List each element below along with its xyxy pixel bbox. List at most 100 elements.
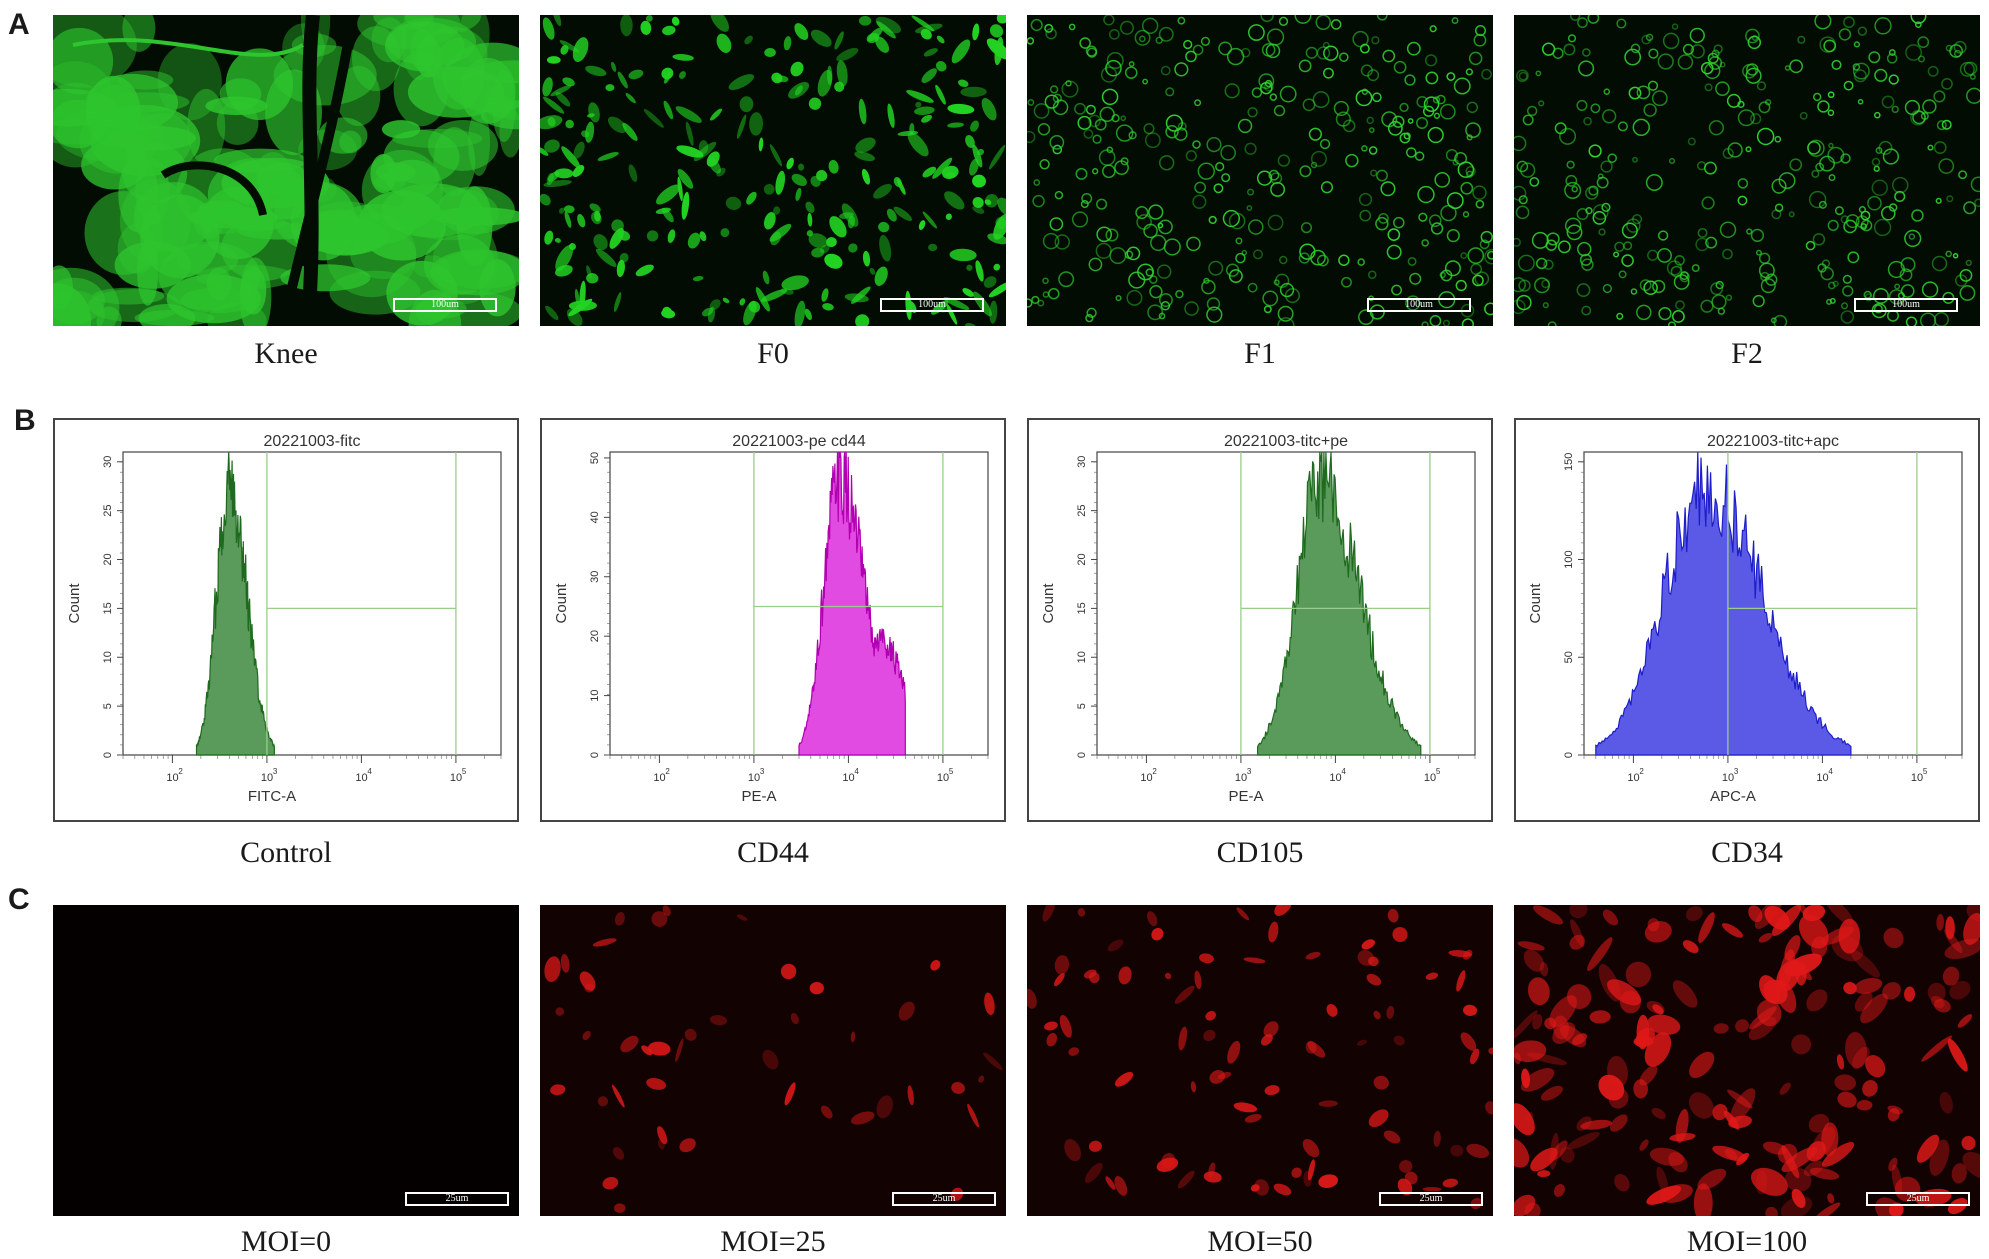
x-tick-exponent: 3 [1734,767,1739,776]
plot-title: 20221003-titc+apc [1707,433,1839,450]
x-tick-exponent: 2 [1639,767,1644,776]
plot-caption: Control [240,836,332,869]
histogram-series [195,451,275,756]
x-tick-exponent: 3 [760,767,765,776]
x-tick-label: 10 [450,772,462,784]
y-axis-label: Count [1527,583,1544,624]
y-tick-label: 5 [1076,703,1088,709]
panel-letter-c: C [8,883,30,916]
y-tick-label: 50 [1563,651,1575,663]
y-tick-label: 25 [102,505,114,517]
plot-area [609,451,989,756]
x-tick-label: 10 [1627,772,1639,784]
x-tick-exponent: 2 [665,767,670,776]
y-tick-label: 30 [1076,456,1088,468]
histogram-series [798,451,906,756]
image-caption: MOI=100 [1686,1225,1808,1258]
y-tick-label: 0 [589,752,601,758]
plot-caption: CD44 [737,836,809,869]
x-axis-label: PE-A [741,788,776,805]
x-tick-label: 10 [355,772,367,784]
panel-letter-b: B [14,404,36,437]
plot-title: 20221003-titc+pe [1224,433,1348,450]
y-tick-label: 5 [102,703,114,709]
x-tick-exponent: 3 [1247,767,1252,776]
image-caption: MOI=0 [240,1225,332,1258]
y-tick-label: 15 [102,602,114,614]
x-tick-exponent: 2 [178,767,183,776]
x-tick-exponent: 5 [1923,767,1928,776]
x-tick-label: 10 [1911,772,1923,784]
x-tick-exponent: 5 [949,767,954,776]
y-tick-label: 20 [589,630,601,642]
x-tick-exponent: 2 [1152,767,1157,776]
y-tick-label: 30 [589,571,601,583]
image-caption: F2 [1731,337,1763,370]
x-tick-exponent: 4 [1828,767,1833,776]
scale-bar: 100um [1367,298,1471,312]
x-axis-label: APC-A [1710,788,1756,805]
y-tick-label: 40 [589,511,601,523]
red-fluorescence-image-moi-0: 25um [53,905,519,1216]
scale-bar: 100um [393,298,497,312]
y-tick-label: 15 [1076,602,1088,614]
x-tick-label: 10 [166,772,178,784]
image-caption: Knee [254,337,318,370]
x-axis-label: FITC-A [248,788,296,805]
y-tick-label: 20 [102,553,114,565]
fluorescence-image-f1: 100um [1027,15,1493,326]
y-axis-label: Count [1040,583,1057,624]
y-axis-label: Count [553,583,570,624]
y-tick-label: 50 [589,452,601,464]
panel-letter-a: A [8,8,30,41]
scale-bar: 100um [1854,298,1958,312]
flow-histogram-cd44: 20221003-pe cd44 0 10 20 30 40 50 10 2 10 3 10 4 10 5 P… [540,418,1006,822]
image-caption: F0 [757,337,789,370]
x-tick-exponent: 4 [367,767,372,776]
image-caption: F1 [1244,337,1276,370]
plot-caption: CD34 [1711,836,1783,869]
flow-histogram-control: 20221003-fitc 0 5 10 15 20 25 30 10 2 10 3 10 4 10 5 FIT… [53,418,519,822]
x-tick-exponent: 3 [273,767,278,776]
x-tick-label: 10 [1235,772,1247,784]
x-tick-label: 10 [1329,772,1341,784]
x-tick-label: 10 [1424,772,1436,784]
red-fluorescence-image-moi-100: 25um [1514,905,1980,1216]
y-tick-label: 25 [1076,505,1088,517]
plot-title: 20221003-pe cd44 [732,433,866,450]
histogram-series [1257,451,1422,756]
flow-histogram-cd34: 20221003-titc+apc 0 50 100 150 10 2 10 3 10 4 10 5 AP… [1514,418,1980,822]
scale-bar: 25um [1866,1192,1970,1206]
x-tick-exponent: 5 [1436,767,1441,776]
fluorescence-image-f2: 100um [1514,15,1980,326]
y-tick-label: 30 [102,456,114,468]
x-tick-exponent: 4 [854,767,859,776]
scale-bar: 25um [1379,1192,1483,1206]
y-axis-label: Count [66,583,83,624]
y-tick-label: 10 [102,651,114,663]
y-tick-label: 10 [589,689,601,701]
x-axis-label: PE-A [1228,788,1263,805]
x-tick-label: 10 [653,772,665,784]
y-tick-label: 0 [1563,752,1575,758]
x-tick-label: 10 [1140,772,1152,784]
x-tick-label: 10 [1816,772,1828,784]
x-tick-exponent: 5 [462,767,467,776]
image-caption: MOI=25 [720,1225,826,1258]
scale-bar: 25um [405,1192,509,1206]
histogram-series [1595,451,1852,756]
y-tick-label: 20 [1076,553,1088,565]
x-tick-label: 10 [842,772,854,784]
x-tick-label: 10 [1722,772,1734,784]
x-tick-label: 10 [261,772,273,784]
plot-area [122,451,502,756]
y-tick-label: 0 [1076,752,1088,758]
x-tick-label: 10 [937,772,949,784]
y-tick-label: 0 [102,752,114,758]
fluorescence-image-f0: 100um [540,15,1006,326]
y-tick-label: 10 [1076,651,1088,663]
red-fluorescence-image-moi-25: 25um [540,905,1006,1216]
plot-caption: CD105 [1216,836,1304,869]
x-tick-label: 10 [748,772,760,784]
y-tick-label: 150 [1563,453,1575,471]
